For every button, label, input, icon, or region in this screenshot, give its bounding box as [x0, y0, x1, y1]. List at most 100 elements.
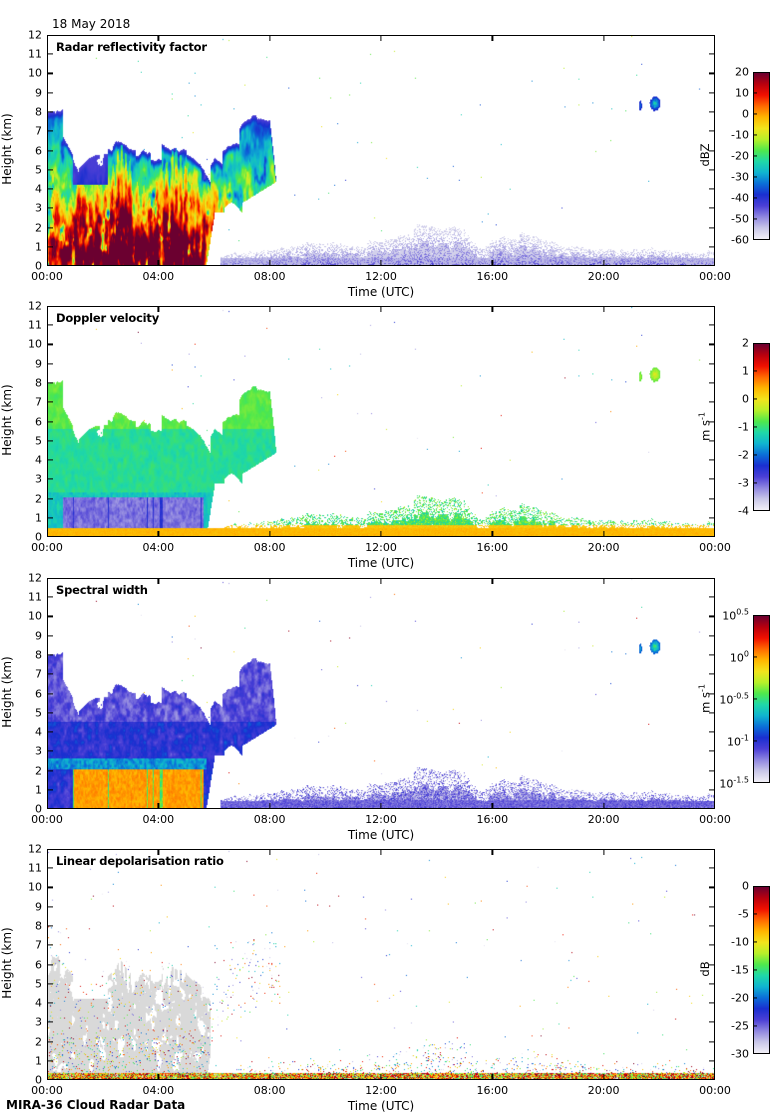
x-axis-label-radar-reflectivity-factor: Time (UTC) — [347, 285, 415, 299]
colorbar-tickmark-spectral-width-1 — [753, 656, 757, 658]
xtick-mark-bottom-5 — [603, 531, 605, 537]
xtick-mark-bottom-5 — [603, 803, 605, 809]
colorbar-tick-doppler-velocity-5: -3 — [738, 476, 749, 490]
ytick-mark-6 — [47, 149, 53, 152]
plot-area-doppler-velocity — [47, 306, 715, 537]
ytick-label-5: 5 — [35, 163, 42, 177]
ytick-mark-right-10 — [709, 615, 715, 618]
ytick-mark-3 — [47, 750, 53, 752]
xtick-mark-top-4 — [491, 849, 493, 855]
ytick-label-11: 11 — [28, 47, 42, 61]
ytick-label-8: 8 — [35, 105, 42, 119]
ytick-label-3: 3 — [35, 201, 42, 215]
xtick-label-0: 00:00 — [31, 813, 63, 826]
xtick-mark-bottom-2 — [269, 260, 271, 266]
ytick-label-5: 5 — [35, 434, 42, 448]
ytick-label-11: 11 — [28, 861, 42, 875]
ytick-mark-7 — [47, 673, 53, 675]
ytick-mark-2 — [47, 497, 53, 500]
ytick-label-2: 2 — [35, 492, 42, 505]
ytick-label-4: 4 — [35, 453, 42, 467]
panel-title-doppler-velocity: Doppler velocity — [56, 311, 160, 325]
panel-title-spectral-width: Spectral width — [56, 583, 148, 597]
ytick-label-6: 6 — [35, 415, 42, 428]
xtick-mark-top-3 — [380, 35, 382, 41]
xtick-label-5: 20:00 — [587, 813, 620, 826]
panel-linear-depolarisation-ratio: Linear depolarisation ratio 0 1 2 3 4 5 6 7 8 9 10… — [28, 843, 731, 1098]
colorbar-tickmark-doppler-velocity-3 — [753, 426, 757, 428]
xtick-mark-bottom-5 — [603, 1074, 605, 1080]
ytick-mark-right-4 — [709, 459, 715, 461]
ytick-label-5: 5 — [35, 977, 42, 991]
ytick-mark-2 — [47, 226, 53, 229]
ytick-label-11: 11 — [28, 318, 42, 332]
xtick-mark-bottom-1 — [157, 803, 159, 809]
colorbar-tickmark-spectral-width-2 — [753, 698, 757, 700]
ytick-mark-7 — [47, 130, 53, 132]
colorbar-tickmark-linear-depolarisation-ratio-1 — [753, 913, 757, 915]
ytick-mark-right-4 — [709, 1002, 715, 1004]
panel-doppler-velocity: Doppler velocity 0 1 2 3 4 5 6 7 8 9 10 11 12 00:00 04… — [28, 300, 731, 555]
colorbar-tickmark-radar-reflectivity-factor-4 — [753, 155, 757, 157]
xtick-label-0: 00:00 — [31, 541, 63, 554]
ytick-label-8: 8 — [35, 648, 42, 662]
footer-label: MIRA-36 Cloud Radar Data — [6, 1098, 186, 1112]
ytick-mark-6 — [47, 692, 53, 695]
ytick-mark-right-1 — [709, 789, 715, 791]
colorbar-tick-doppler-velocity-1: 1 — [742, 364, 749, 378]
xtick-label-5: 20:00 — [587, 541, 620, 554]
ytick-mark-6 — [47, 963, 53, 966]
colorbar-tickmark-radar-reflectivity-factor-2 — [753, 113, 757, 115]
plot-area-spectral-width — [47, 578, 715, 809]
xtick-label-3: 12:00 — [365, 541, 397, 554]
ytick-label-9: 9 — [35, 900, 42, 914]
colorbar-tick-radar-reflectivity-factor-2: 0 — [742, 107, 749, 121]
ytick-label-2: 2 — [35, 221, 42, 234]
colorbar-tick-spectral-width-4: 10-1.5 — [719, 775, 749, 791]
xtick-mark-bottom-2 — [269, 803, 271, 809]
ytick-label-8: 8 — [35, 376, 42, 390]
ytick-mark-4 — [47, 459, 53, 461]
xtick-mark-top-3 — [380, 849, 382, 855]
ytick-mark-right-1 — [709, 1060, 715, 1062]
xtick-label-1: 04:00 — [142, 813, 175, 826]
colorbar-tickmark-spectral-width-3 — [753, 740, 757, 742]
ytick-label-9: 9 — [35, 629, 42, 643]
ytick-mark-right-9 — [709, 635, 715, 637]
xtick-mark-top-5 — [603, 35, 605, 41]
xtick-mark-bottom-5 — [603, 260, 605, 266]
date-label: 18 May 2018 — [52, 17, 131, 31]
xtick-label-1: 04:00 — [142, 1084, 175, 1097]
colorbar-tick-linear-depolarisation-ratio-4: -20 — [731, 991, 749, 1005]
colorbar-unit-radar-reflectivity-factor: dBZ — [698, 143, 712, 167]
ytick-mark-5 — [47, 169, 53, 171]
ytick-mark-right-11 — [709, 324, 715, 326]
ytick-mark-right-2 — [709, 769, 715, 772]
ytick-mark-10 — [47, 615, 53, 618]
xtick-label-0: 00:00 — [31, 1084, 63, 1097]
ytick-mark-11 — [47, 867, 53, 869]
xtick-mark-top-5 — [603, 578, 605, 584]
ytick-label-7: 7 — [35, 395, 42, 409]
ytick-mark-right-3 — [709, 1021, 715, 1023]
xtick-mark-top-1 — [157, 306, 159, 312]
y-axis-label-radar-reflectivity-factor: Height (km) — [0, 112, 14, 185]
ytick-mark-6 — [47, 420, 53, 423]
ytick-label-0: 0 — [35, 1073, 42, 1087]
ytick-label-8: 8 — [35, 919, 42, 933]
colorbar-tick-linear-depolarisation-ratio-2: -10 — [731, 935, 749, 949]
xtick-label-3: 12:00 — [365, 270, 397, 283]
ytick-label-11: 11 — [28, 590, 42, 604]
colorbar-unit-spectral-width: m s-1 — [697, 683, 713, 713]
ytick-label-10: 10 — [28, 337, 42, 351]
ytick-mark-11 — [47, 53, 53, 55]
colorbar-tick-radar-reflectivity-factor-1: 10 — [735, 86, 749, 100]
ytick-label-10: 10 — [28, 880, 42, 894]
ytick-mark-10 — [47, 886, 53, 889]
x-axis-label-linear-depolarisation-ratio: Time (UTC) — [347, 1099, 415, 1113]
xtick-mark-bottom-4 — [491, 260, 493, 266]
ytick-label-0: 0 — [35, 530, 42, 544]
ytick-label-0: 0 — [35, 259, 42, 273]
heatmap-canvas-radar-reflectivity-factor — [48, 36, 714, 265]
ytick-mark-right-7 — [709, 130, 715, 132]
